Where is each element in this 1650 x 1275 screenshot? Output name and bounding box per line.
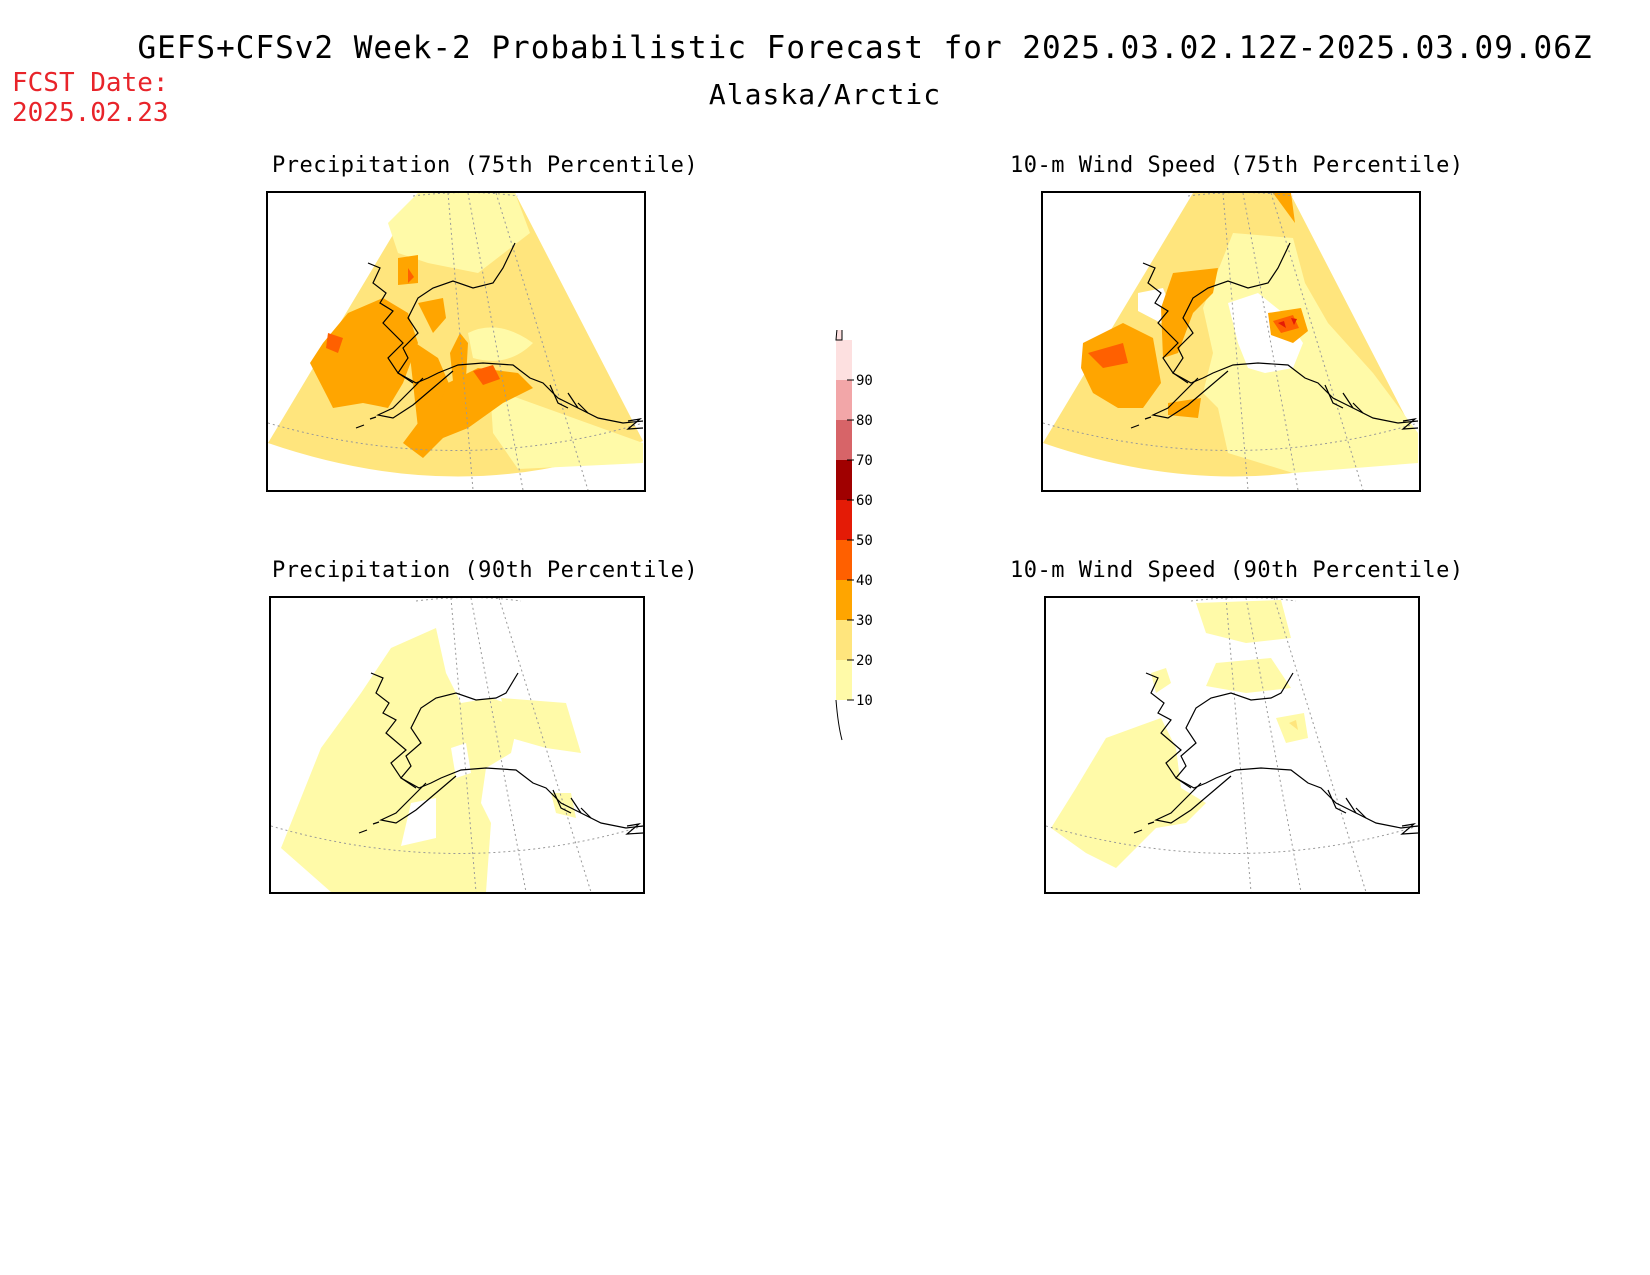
map-domain-fill xyxy=(268,193,643,477)
graticule xyxy=(271,598,643,892)
low-prob-region xyxy=(468,327,533,361)
low-prob-region xyxy=(388,193,530,273)
forecast-date-value: 2025.02.23 xyxy=(12,98,169,128)
very-high-prob-region xyxy=(473,365,500,385)
high-prob-region xyxy=(403,368,533,458)
forecast-date-block: FCST Date: 2025.02.23 xyxy=(12,68,169,128)
colorbar-top-tip xyxy=(835,330,843,341)
graticule xyxy=(1046,598,1418,892)
peak-prob-region xyxy=(1291,318,1297,325)
coastline xyxy=(358,672,643,835)
precip90-map xyxy=(271,598,643,892)
graticule xyxy=(1043,193,1419,490)
colorbar-label: 80 xyxy=(856,413,873,429)
colorbar-box xyxy=(836,580,852,620)
colorbar-label: 60 xyxy=(856,493,873,509)
colorbar-box xyxy=(836,500,852,540)
panel-title-precip75: Precipitation (75th Percentile) xyxy=(272,153,699,178)
high-prob-region xyxy=(1273,193,1295,223)
colorbar-label: 10 xyxy=(856,693,873,709)
high-prob-region xyxy=(450,333,468,381)
graticule xyxy=(268,193,644,490)
wind75-map xyxy=(1043,193,1419,490)
wind90-map xyxy=(1046,598,1418,892)
colorbar-bottom-tip xyxy=(835,699,843,741)
coastline xyxy=(1133,672,1418,835)
map-panel-precip75 xyxy=(266,191,646,492)
colorbar-box xyxy=(836,340,852,380)
low-prob-region xyxy=(1151,668,1171,693)
colorbar-label: 20 xyxy=(856,653,873,669)
map-panel-precip90 xyxy=(269,596,645,894)
region-subtitle: Alaska/Arctic xyxy=(708,78,942,111)
low-prob-region xyxy=(1206,658,1291,693)
low-prob-region xyxy=(281,628,521,892)
colorbar-box xyxy=(836,380,852,420)
colorbar-label: 90 xyxy=(856,373,873,389)
coastline xyxy=(1130,242,1419,430)
colorbar-label: 50 xyxy=(856,533,873,549)
low-prob-region xyxy=(1276,713,1308,743)
low-prob-region xyxy=(1051,718,1206,868)
precip75-map xyxy=(268,193,644,490)
high-prob-region xyxy=(1289,720,1298,730)
map-panel-wind90 xyxy=(1044,596,1420,894)
low-prob-region xyxy=(1196,600,1291,643)
map-panel-wind75 xyxy=(1041,191,1421,492)
high-prob-region xyxy=(1081,323,1161,408)
low-prob-region xyxy=(490,388,643,469)
colorbar-box xyxy=(836,620,852,660)
colorbar-box xyxy=(836,420,852,460)
peak-prob-region xyxy=(1278,321,1286,328)
colorbar-box xyxy=(836,660,852,700)
colorbar-box xyxy=(836,540,852,580)
low-prob-region xyxy=(501,698,581,753)
forecast-date-label: FCST Date: xyxy=(12,68,169,98)
probability-colorbar: 10 20 30 40 50 60 70 80 90 xyxy=(835,330,873,741)
panel-title-wind75: 10-m Wind Speed (75th Percentile) xyxy=(1010,153,1464,178)
zero-prob-region xyxy=(1228,293,1303,373)
high-prob-region xyxy=(418,298,446,333)
coastline xyxy=(355,242,644,430)
colorbar-label: 30 xyxy=(856,613,873,629)
panel-title-wind90: 10-m Wind Speed (90th Percentile) xyxy=(1010,558,1464,583)
zero-prob-region xyxy=(401,798,436,846)
colorbar-box xyxy=(836,460,852,500)
very-high-prob-region xyxy=(326,333,343,353)
colorbar-label: 70 xyxy=(856,453,873,469)
colorbar-label: 40 xyxy=(856,573,873,589)
very-high-prob-region xyxy=(408,268,414,283)
very-high-prob-region xyxy=(1088,343,1128,368)
panel-title-precip90: Precipitation (90th Percentile) xyxy=(272,558,699,583)
main-title: GEFS+CFSv2 Week-2 Probabilistic Forecast… xyxy=(137,30,1593,66)
high-prob-region xyxy=(310,298,418,408)
